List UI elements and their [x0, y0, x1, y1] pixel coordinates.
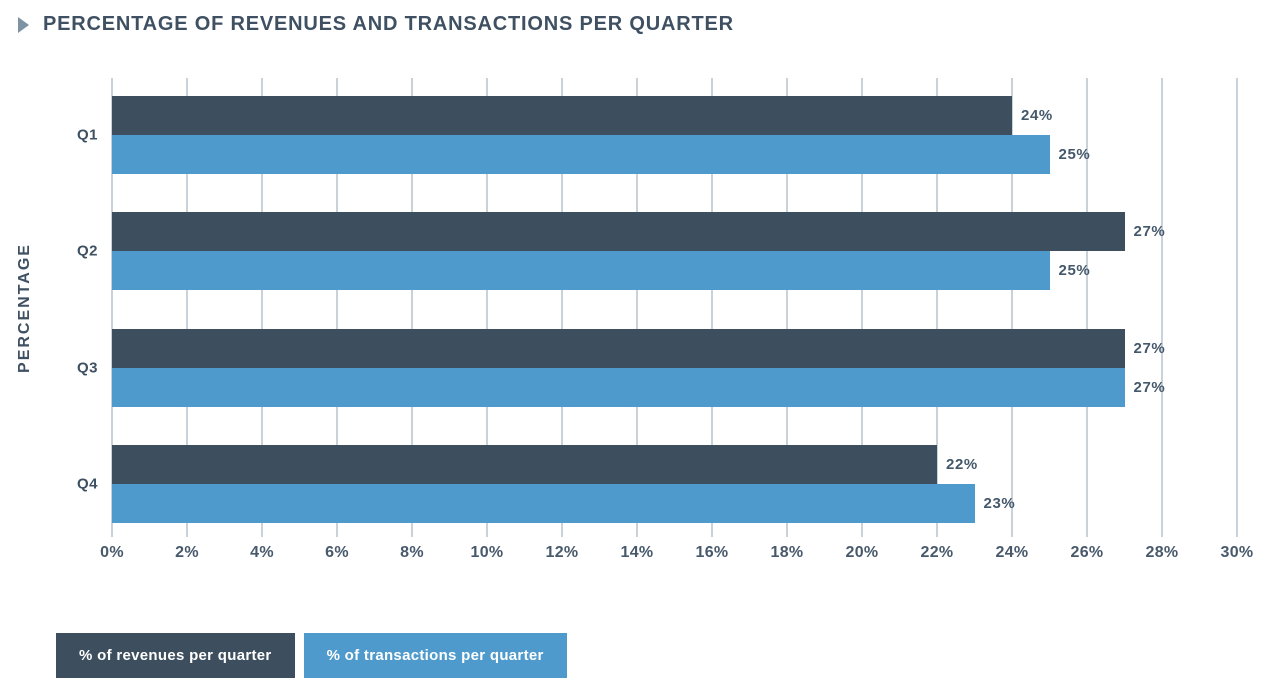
gridline [711, 78, 713, 537]
bar-revenues-q4 [112, 444, 937, 484]
legend: % of revenues per quarter % of transacti… [56, 633, 567, 678]
bar-value-label: 27% [1133, 339, 1166, 357]
gridline [336, 78, 338, 537]
legend-item-revenues[interactable]: % of revenues per quarter [56, 633, 295, 678]
bar-group-q2: Q2 27% 25% [77, 212, 1237, 291]
bar-revenues-q2 [112, 212, 1125, 252]
gridline [1236, 78, 1238, 537]
x-tick-label: 30% [1220, 544, 1254, 561]
bar-line: 24% [112, 96, 1237, 135]
x-tick-label: 26% [1070, 544, 1104, 561]
x-tick-label: 4% [250, 544, 274, 561]
bar-transactions-q1 [112, 135, 1050, 174]
x-tick-label: 14% [620, 544, 654, 561]
category-label: Q3 [76, 359, 98, 377]
gridline [636, 78, 638, 537]
bar-line: 25% [112, 251, 1237, 291]
gridline [786, 78, 788, 537]
gridline [261, 78, 263, 537]
y-axis-label-wrap: PERCENTAGE [6, 78, 44, 537]
gridline [936, 78, 938, 537]
bar-line: 23% [112, 483, 1237, 523]
x-tick-label: 12% [545, 544, 579, 561]
gridline [1011, 78, 1013, 537]
chart-header: PERCENTAGE OF REVENUES AND TRANSACTIONS … [18, 13, 734, 36]
gridline [861, 78, 863, 537]
category-label: Q2 [76, 242, 98, 260]
x-tick-label: 2% [175, 544, 199, 561]
bar-value-label: 27% [1133, 223, 1166, 241]
bar-line: 27% [112, 212, 1237, 252]
bar-group-q4: Q4 22% 23% [77, 444, 1237, 523]
bar-line: 27% [112, 367, 1237, 407]
x-tick-label: 10% [470, 544, 504, 561]
gridline [486, 78, 488, 537]
category-label: Q4 [76, 475, 98, 493]
bar-revenues-q1 [112, 96, 1012, 135]
plot-area: Q1 24% 25% Q2 27% 25% Q3 27% 27% Q4 22% 23% [77, 78, 1238, 537]
chart-title: PERCENTAGE OF REVENUES AND TRANSACTIONS … [43, 13, 734, 35]
category-label: Q1 [76, 126, 98, 144]
bar-line: 25% [112, 135, 1237, 174]
x-tick-label: 16% [695, 544, 729, 561]
play-triangle-icon [18, 16, 29, 33]
bar-value-label: 27% [1133, 378, 1166, 396]
gridline [1086, 78, 1088, 537]
bar-value-label: 25% [1058, 146, 1091, 163]
x-tick-label: 8% [400, 544, 424, 561]
bar-value-label: 24% [1021, 107, 1053, 124]
bar-revenues-q3 [112, 328, 1125, 368]
bar-line: 27% [112, 328, 1237, 368]
x-tick-label: 22% [920, 544, 954, 561]
x-tick-label: 20% [845, 544, 879, 561]
x-tick-label: 0% [100, 544, 124, 561]
gridline [1161, 78, 1163, 537]
bar-transactions-q4 [112, 483, 975, 523]
bar-transactions-q2 [112, 251, 1050, 291]
gridline [411, 78, 413, 537]
x-axis-ticks: 0% 2% 4% 6% 8% 10% 12% 14% 16% 18% 20% 22% 24% 26% 28%… [100, 544, 1253, 566]
bar-value-label: 25% [1058, 262, 1091, 280]
y-axis-label: PERCENTAGE [16, 242, 33, 373]
bar-group-q1: Q1 24% 25% [77, 96, 1237, 174]
x-tick-label: 24% [995, 544, 1029, 561]
bar-line: 22% [112, 444, 1237, 484]
bar-value-label: 23% [983, 494, 1016, 512]
bar-group-q3: Q3 27% 27% [77, 328, 1237, 407]
gridline [561, 78, 563, 537]
legend-item-transactions[interactable]: % of transactions per quarter [303, 633, 567, 678]
gridline [111, 78, 113, 537]
bar-value-label: 22% [946, 455, 978, 473]
x-tick-label: 28% [1145, 544, 1179, 561]
x-tick-label: 6% [325, 544, 349, 561]
gridline [186, 78, 188, 537]
bar-transactions-q3 [112, 367, 1125, 407]
x-tick-label: 18% [770, 544, 804, 561]
